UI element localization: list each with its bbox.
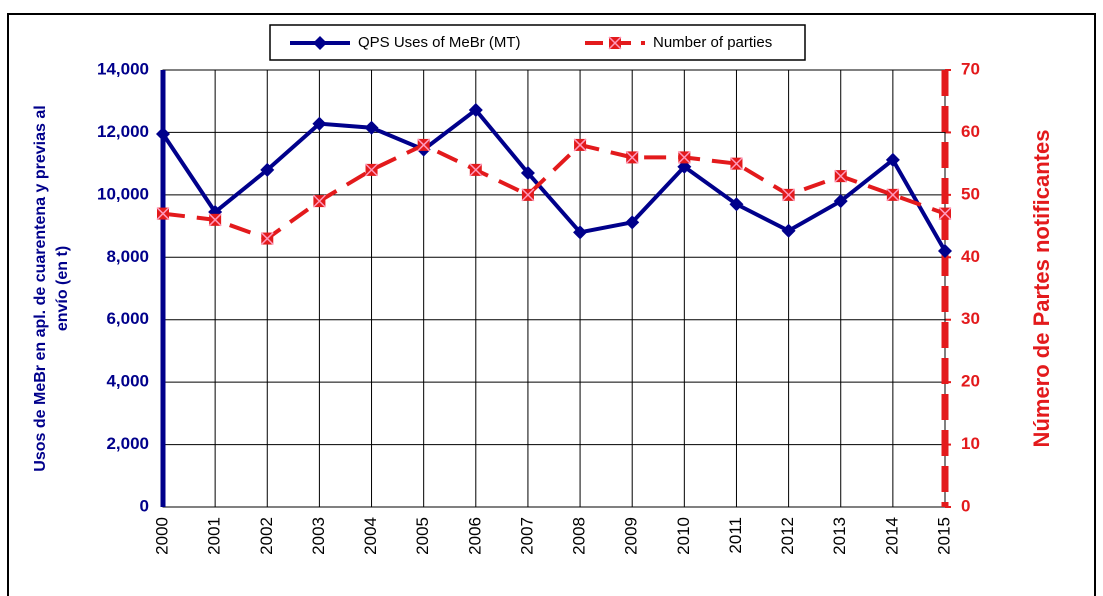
y-tick-label: 0 [140, 496, 149, 515]
marker-cross [312, 194, 326, 208]
marker [729, 197, 744, 212]
marker [521, 188, 535, 202]
marker [938, 244, 952, 259]
marker [625, 215, 640, 230]
marker [573, 225, 588, 240]
marker [312, 194, 326, 208]
marker-cross [260, 232, 274, 246]
marker [885, 152, 900, 167]
chart-frame [7, 13, 1096, 596]
legend-label: Number of parties [653, 34, 772, 51]
x-tick-label: 2005 [413, 517, 432, 555]
marker [260, 232, 274, 246]
legend-label: QPS Uses of MeBr (MT) [358, 34, 521, 51]
marker [833, 194, 848, 209]
x-tick-label: 2011 [726, 517, 745, 554]
marker [417, 138, 431, 152]
marker-cross [208, 213, 222, 227]
marker [834, 169, 848, 183]
marker-cross [625, 150, 639, 164]
y2-tick-label: 50 [961, 184, 980, 203]
x-tick-label: 2009 [622, 517, 641, 555]
y2-axis-title: Número de Partes notificantes [1029, 130, 1054, 448]
marker [156, 207, 170, 221]
marker [573, 138, 587, 152]
series-line [162, 142, 946, 241]
y-axis-title-line: envío (en t) [54, 246, 71, 331]
x-tick-label: 2006 [465, 517, 484, 555]
marker [625, 150, 639, 164]
marker-cross [729, 157, 743, 171]
x-tick-label: 2003 [309, 517, 328, 555]
y2-tick-label: 10 [961, 434, 980, 453]
y2-tick-label: 20 [961, 372, 980, 391]
marker [781, 223, 796, 238]
marker [729, 157, 743, 171]
x-tick-label: 2010 [674, 517, 693, 555]
marker [469, 163, 483, 177]
marker [364, 120, 379, 135]
marker-cross [782, 188, 796, 202]
y2-tick-label: 60 [961, 122, 980, 141]
x-tick-label: 2002 [257, 517, 276, 555]
marker [208, 213, 222, 227]
y2-tick-label: 30 [961, 309, 980, 328]
y-axis-title: Usos de MeBr en apl. de cuarentena y pre… [32, 105, 71, 471]
x-tick-label: 2013 [830, 517, 849, 555]
marker [938, 207, 952, 221]
marker-cross [156, 207, 170, 221]
x-tick-label: 2007 [517, 517, 536, 555]
y-tick-label: 4,000 [106, 372, 149, 391]
x-tick-label: 2015 [934, 517, 953, 555]
y-axis-title-line: Usos de MeBr en apl. de cuarentena y pre… [32, 105, 49, 471]
marker-cross [608, 36, 622, 50]
marker [677, 150, 691, 164]
x-tick-label: 2004 [361, 517, 380, 555]
marker [520, 166, 535, 181]
marker [260, 162, 275, 177]
marker-cross [834, 169, 848, 183]
x-tick-label: 2008 [570, 517, 589, 555]
y-tick-label: 2,000 [106, 434, 149, 453]
marker-cross [573, 138, 587, 152]
y-tick-label: 12,000 [97, 122, 149, 141]
plot-area [162, 69, 946, 508]
marker-cross [521, 188, 535, 202]
x-tick-label: 2014 [882, 517, 901, 555]
marker [313, 36, 327, 50]
y2-tick-label: 0 [961, 496, 970, 515]
marker [608, 36, 622, 50]
x-tick-label: 2012 [778, 517, 797, 555]
marker [312, 116, 327, 131]
marker [886, 188, 900, 202]
x-tick-label: 2000 [152, 517, 171, 555]
marker [156, 126, 170, 141]
marker-cross [938, 207, 952, 221]
y-tick-label: 14,000 [97, 59, 149, 78]
marker [782, 188, 796, 202]
marker [468, 102, 483, 117]
marker-cross [417, 138, 431, 152]
y-tick-label: 8,000 [106, 247, 149, 266]
marker-cross [886, 188, 900, 202]
marker-cross [365, 163, 379, 177]
marker-cross [469, 163, 483, 177]
legend-box [269, 24, 806, 61]
marker-cross [677, 150, 691, 164]
y-tick-label: 10,000 [97, 184, 149, 203]
y2-tick-label: 40 [961, 247, 980, 266]
marker [365, 163, 379, 177]
y2-tick-label: 70 [961, 59, 980, 78]
x-tick-label: 2001 [205, 517, 224, 555]
series-line [161, 107, 947, 253]
y-tick-label: 6,000 [106, 309, 149, 328]
